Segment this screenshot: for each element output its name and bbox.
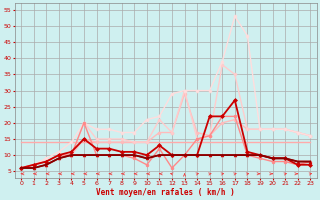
X-axis label: Vent moyen/en rafales ( km/h ): Vent moyen/en rafales ( km/h ) <box>96 188 235 197</box>
